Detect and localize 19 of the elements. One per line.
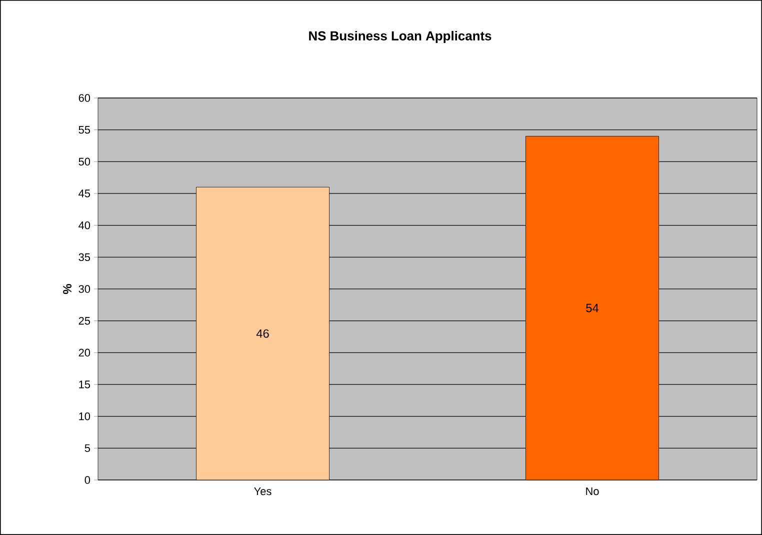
y-tick-label: 20: [78, 348, 90, 357]
y-tick-label: 45: [78, 190, 90, 198]
y-tick-label: 35: [78, 253, 90, 262]
y-tick-label: 50: [78, 158, 90, 166]
data-label: 54: [586, 304, 599, 312]
y-tick-label: 30: [78, 285, 90, 293]
y-tick-label: 10: [79, 412, 90, 420]
y-tick-label: 25: [78, 316, 90, 325]
y-tick-label: 55: [78, 126, 90, 134]
y-tick-label: 0: [84, 476, 90, 484]
chart-title: NS Business Loan Applicants: [309, 30, 492, 44]
y-tick-label: 40: [78, 221, 90, 230]
y-tick-label: 15: [79, 380, 90, 388]
x-tick-label: No: [586, 488, 599, 496]
y-tick-label: 5: [84, 444, 90, 452]
y-tick-label: 60: [78, 94, 90, 102]
y-axis-title: %: [63, 284, 72, 294]
x-tick-label: Yes: [254, 488, 272, 496]
data-label: 46: [256, 329, 269, 338]
